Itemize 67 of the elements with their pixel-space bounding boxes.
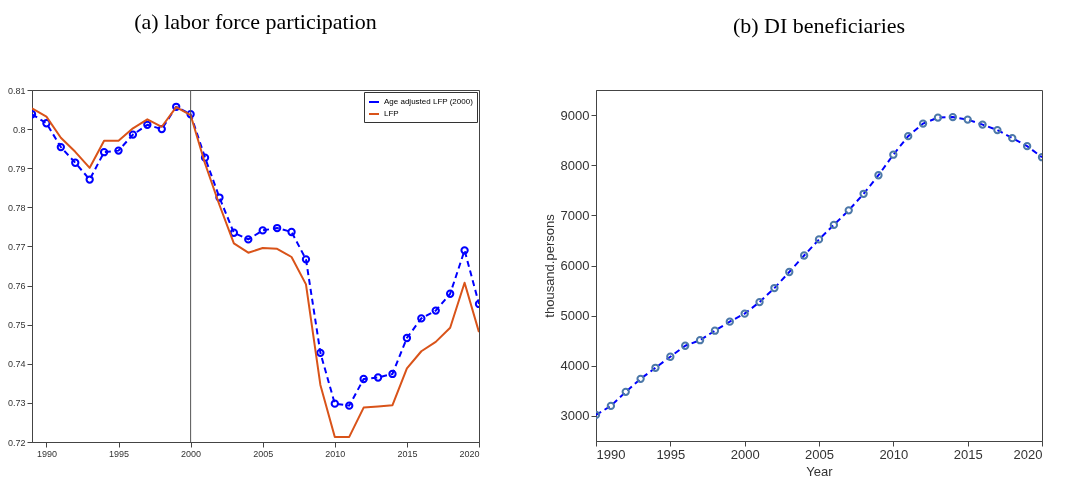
y-tick-label: 5000 (560, 308, 590, 324)
point (85, 175, 94, 184)
point (287, 227, 296, 237)
point (431, 306, 440, 315)
y-tick-label: 0.79 (7, 163, 26, 174)
point (460, 246, 469, 255)
y-tick-label: 0.76 (7, 281, 26, 292)
point (157, 124, 166, 134)
point (71, 158, 80, 167)
legend-label: Age adjusted LFP (2000) (384, 97, 474, 106)
point (301, 255, 311, 264)
point (417, 314, 426, 323)
chart-title: (a) labor force participation (134, 9, 377, 34)
y-tick-label: 9000 (560, 107, 590, 123)
y-axis-title: thousand.persons (541, 213, 557, 318)
point (172, 102, 181, 111)
point (56, 142, 65, 152)
point (42, 119, 51, 128)
x-tick-label: 2015 (953, 446, 983, 462)
x-tick-label: 1990 (596, 446, 626, 462)
point (186, 110, 195, 119)
y-tick-label: 0.74 (7, 359, 26, 370)
point (330, 399, 339, 408)
point (99, 148, 109, 157)
point (345, 401, 354, 410)
x-tick-label: 2000 (181, 448, 202, 459)
point (244, 235, 253, 244)
x-tick-label: 2010 (325, 448, 346, 459)
point (143, 120, 152, 129)
point (272, 223, 282, 233)
x-tick-label: 1995 (656, 446, 686, 462)
chart-title: (b) DI beneficiaries (732, 13, 906, 38)
x-tick-label: 2010 (879, 446, 909, 462)
point (114, 146, 123, 155)
point (373, 373, 383, 382)
x-tick-label: 2000 (730, 446, 760, 462)
y-tick-label: 0.81 (7, 85, 26, 96)
point (402, 333, 412, 343)
y-tick-label: 4000 (560, 358, 590, 374)
point (215, 193, 224, 202)
x-axis-title: Year (806, 463, 834, 479)
point (200, 153, 210, 162)
point (316, 348, 325, 357)
y-tick-label: 3000 (560, 408, 590, 424)
point (388, 369, 397, 379)
y-tick-label: 0.8 (12, 124, 26, 135)
y-tick-label: 0.75 (7, 320, 26, 331)
x-tick-label: 2020 (459, 448, 480, 459)
y-tick-label: 6000 (560, 258, 590, 273)
point (229, 228, 239, 237)
x-tick-label: 1990 (36, 448, 57, 459)
y-tick-label: 0.77 (7, 241, 26, 252)
y-tick-label: 0.73 (7, 398, 26, 409)
point (359, 374, 368, 384)
legend-label: LFP (384, 109, 399, 118)
y-tick-label: 0.72 (7, 437, 26, 448)
point (446, 289, 455, 298)
point (128, 130, 138, 139)
x-tick-label: 1995 (109, 448, 130, 459)
y-tick-label: 7000 (560, 207, 590, 223)
y-tick-label: 8000 (560, 157, 590, 173)
point (258, 226, 267, 235)
x-tick-label: 2005 (253, 448, 274, 459)
x-tick-label: 2005 (805, 446, 834, 462)
x-tick-label: 2015 (397, 448, 418, 459)
y-tick-label: 0.78 (7, 202, 26, 213)
x-tick-label: 2020 (1013, 446, 1043, 462)
